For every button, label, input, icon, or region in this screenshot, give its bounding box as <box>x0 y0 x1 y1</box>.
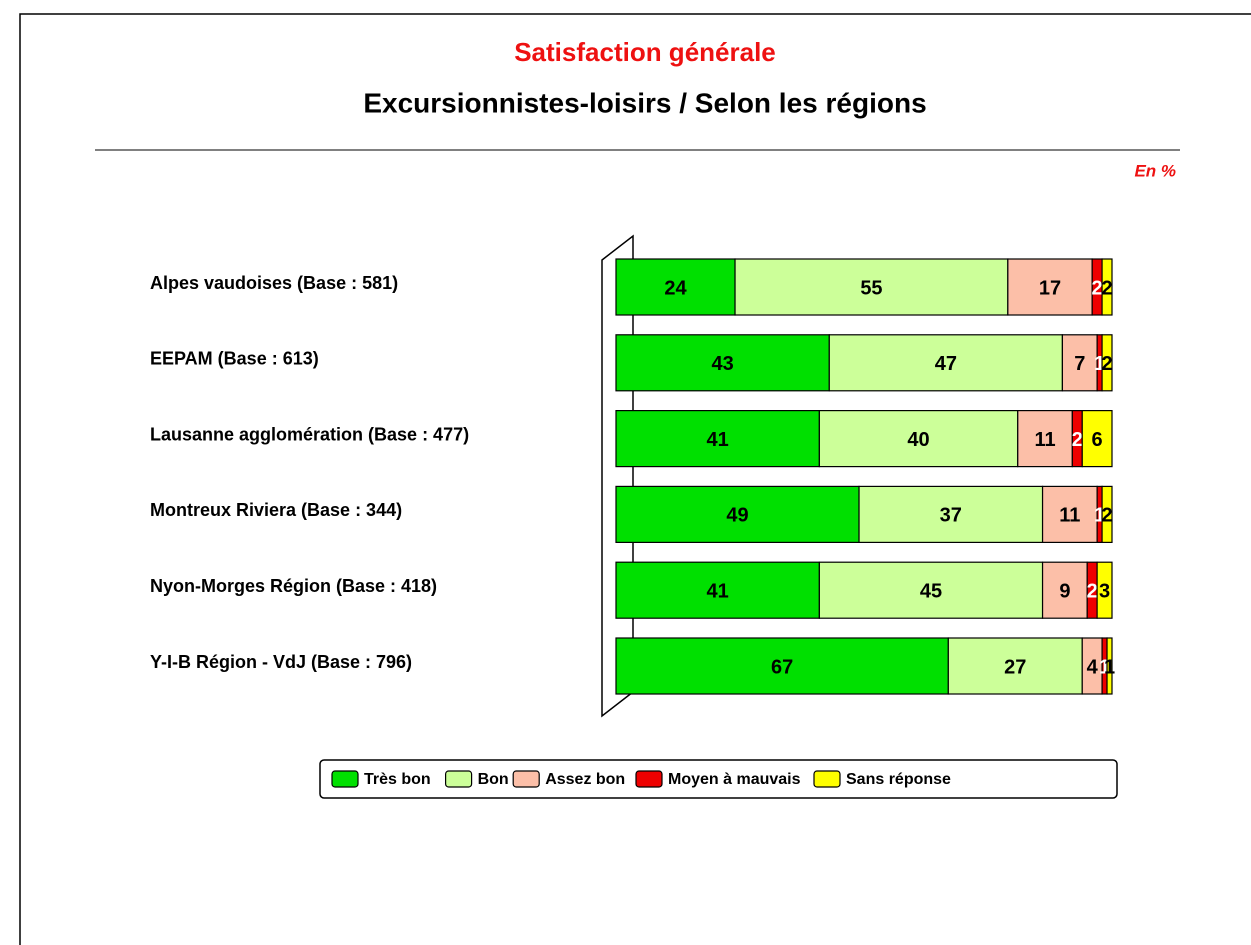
category-label: EEPAM (Base : 613) <box>150 349 319 369</box>
legend-label: Sans réponse <box>846 771 951 788</box>
data-label: 43 <box>712 353 734 375</box>
data-label: 2 <box>1101 505 1112 527</box>
data-label: 24 <box>664 277 687 299</box>
data-label: 40 <box>907 429 929 451</box>
bar-segment <box>1101 485 1113 543</box>
category-label: Y-I-B Région - VdJ (Base : 796) <box>150 652 412 672</box>
data-label: 7 <box>1074 353 1085 375</box>
data-label: 41 <box>707 580 729 602</box>
legend-label: Bon <box>478 771 509 788</box>
legend-swatch <box>813 770 841 788</box>
data-label: 6 <box>1092 429 1103 451</box>
data-label: 4 <box>1087 656 1099 678</box>
data-label: 17 <box>1039 277 1061 299</box>
bar-segment <box>1041 561 1088 619</box>
bar-segment <box>615 485 860 543</box>
data-label: 11 <box>1034 429 1055 451</box>
data-label: 2 <box>1101 353 1112 375</box>
data-label: 1 <box>1104 656 1115 678</box>
data-label: 67 <box>771 656 793 678</box>
bar-segment <box>615 561 820 619</box>
chart-title: Satisfaction générale <box>514 37 776 67</box>
bar-segment <box>1061 334 1098 392</box>
legend-label: Moyen à mauvais <box>668 771 801 788</box>
data-label: 9 <box>1059 580 1070 602</box>
bar-segment <box>615 637 949 695</box>
data-label: 41 <box>707 429 729 451</box>
bar-segment <box>947 637 1083 695</box>
legend-swatch <box>331 770 359 788</box>
legend-label: Assez bon <box>545 771 625 788</box>
category-label: Lausanne agglomération (Base : 477) <box>150 424 469 444</box>
bar-segment <box>1007 258 1093 316</box>
bar-segment <box>615 410 820 468</box>
data-label: 45 <box>920 580 942 602</box>
chart-subtitle: Excursionnistes-loisirs / Selon les régi… <box>363 87 926 118</box>
data-label: 49 <box>726 505 748 527</box>
frame <box>19 13 1251 945</box>
bar-segment <box>1096 561 1113 619</box>
bar-segment <box>818 410 1019 468</box>
data-label: 27 <box>1004 656 1026 678</box>
category-label: Montreux Riviera (Base : 344) <box>150 500 402 520</box>
legend-label: Très bon <box>364 771 431 788</box>
category-label: Nyon-Morges Région (Base : 418) <box>150 576 437 596</box>
bar-segment <box>734 258 1009 316</box>
data-label: 2 <box>1072 429 1083 451</box>
data-label: 37 <box>940 505 962 527</box>
unit-note: En % <box>1134 161 1176 180</box>
bar-segment <box>1106 637 1113 695</box>
bar-segment <box>1101 258 1113 316</box>
data-label: 3 <box>1099 580 1110 602</box>
data-label: 1 <box>1099 656 1110 678</box>
legend-box <box>319 759 1118 799</box>
bar-segment <box>828 334 1064 392</box>
legend-swatch <box>445 770 473 788</box>
legend-swatch <box>635 770 663 788</box>
bar-segment <box>1101 334 1113 392</box>
data-label: 1 <box>1094 353 1105 375</box>
data-label: 2 <box>1087 580 1098 602</box>
legend-swatch <box>512 770 540 788</box>
bar-segment <box>858 485 1044 543</box>
data-label: 2 <box>1101 277 1112 299</box>
data-label: 55 <box>860 277 882 299</box>
data-label: 1 <box>1094 505 1105 527</box>
category-label: Alpes vaudoises (Base : 581) <box>150 273 398 293</box>
bar-segment <box>615 334 830 392</box>
bar-segment <box>1081 410 1113 468</box>
data-label: 2 <box>1092 277 1103 299</box>
data-label: 47 <box>935 353 957 375</box>
data-label: 11 <box>1059 505 1080 527</box>
